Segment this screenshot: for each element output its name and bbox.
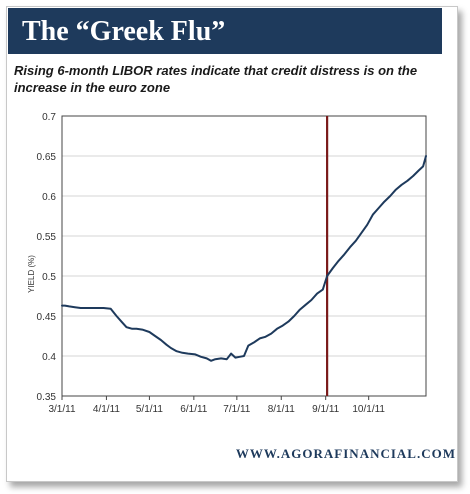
x-tick-label: 9/1/11 <box>312 404 339 415</box>
x-tick-label: 3/1/11 <box>48 404 75 415</box>
x-tick-label: 10/1/11 <box>352 404 385 415</box>
y-axis-label: YIELD (%) <box>27 255 36 293</box>
y-tick-label: 0.4 <box>42 352 56 363</box>
x-tick-label: 7/1/11 <box>223 404 250 415</box>
chart-title: The “Greek Flu” <box>22 16 226 47</box>
x-tick-label: 5/1/11 <box>136 404 163 415</box>
y-tick-label: 0.6 <box>42 192 56 203</box>
title-banner: The “Greek Flu” <box>8 8 442 54</box>
chart-card <box>6 6 458 482</box>
libor-series-line <box>61 155 427 362</box>
chart-subtitle: Rising 6-month LIBOR rates indicate that… <box>14 63 418 95</box>
y-tick-label: 0.5 <box>42 272 56 283</box>
source-credit: WWW.AGORAFINANCIAL.COM <box>235 446 456 461</box>
y-tick-label: 0.65 <box>37 152 57 163</box>
x-tick-label: 8/1/11 <box>268 404 295 415</box>
x-tick-label: 4/1/11 <box>93 404 120 415</box>
x-tick-label: 6/1/11 <box>180 404 207 415</box>
plot-frame <box>61 115 427 397</box>
y-tick-label: 0.7 <box>42 112 56 123</box>
y-tick-label: 0.35 <box>37 392 57 403</box>
y-tick-label: 0.55 <box>37 232 57 243</box>
y-tick-label: 0.45 <box>37 312 57 323</box>
